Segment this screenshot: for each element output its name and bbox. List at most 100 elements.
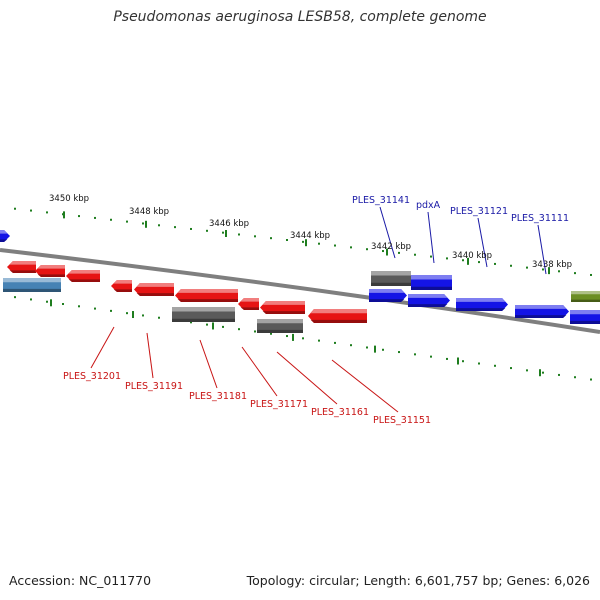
minor-tick [510,264,512,267]
accession-text: Accession: NC_011770 [9,573,152,588]
leader-line [146,332,154,379]
minor-tick [254,330,256,333]
gene-shadow [571,299,600,302]
minor-tick [382,348,384,351]
minor-tick [206,323,208,326]
gene-shadow [136,293,174,296]
scale-label-3444: 3444 kbp [290,231,330,241]
minor-tick [366,248,368,251]
gene-shadow [113,289,132,292]
gene-highlight [177,289,238,293]
scale-label-3446: 3446 kbp [209,219,249,229]
gene-highlight [240,298,259,302]
gene-label-ples-31181[interactable]: PLES_31181 [189,391,247,402]
minor-tick [158,316,160,319]
gene-feature [7,261,36,273]
minor-tick [30,209,32,212]
gene-label-ples-31111[interactable]: PLES_31111 [511,213,569,224]
gene-highlight [408,294,448,298]
scale-label-3438: 3438 kbp [532,260,572,270]
minor-tick [446,357,448,360]
minor-tick [110,309,112,312]
minor-tick [142,222,144,225]
minor-tick [126,312,128,315]
minor-tick [446,257,448,260]
gene-feature [408,294,450,307]
gene-highlight [3,278,61,283]
gene-shadow [37,274,65,277]
gene-label-ples-31201[interactable]: PLES_31201 [63,371,121,382]
minor-tick [30,298,32,301]
minor-tick [382,250,384,253]
gene-shadow [0,239,8,242]
minor-tick [414,253,416,256]
gene-highlight [411,275,452,280]
gene-shadow [371,282,411,286]
minor-tick [78,305,80,308]
gene-shadow [310,319,367,323]
gene-feature [0,230,10,242]
gene-feature [456,298,508,311]
gene-highlight [515,305,567,309]
minor-tick [462,360,464,363]
minor-tick [510,367,512,370]
minor-tick [414,353,416,356]
minor-tick [46,211,48,214]
leader-line [427,211,435,264]
gene-highlight [172,307,235,312]
gene-label-pdxa[interactable]: pdxA [416,200,441,211]
outer-tick-track [14,207,592,276]
gene-label-ples-31161[interactable]: PLES_31161 [311,407,369,418]
gene-shadow [570,320,600,324]
minor-tick [574,272,576,275]
gene-highlight [113,280,132,284]
minor-tick [574,376,576,379]
minor-tick [94,307,96,310]
gene-label-ples-31171[interactable]: PLES_31171 [250,399,308,410]
minor-tick [286,335,288,338]
minor-tick [542,268,544,271]
minor-tick [142,314,144,317]
gene-feature [411,275,452,290]
gene-shadow [515,315,567,318]
genome-title: Pseudomonas aeruginosa LESB58, complete … [113,9,487,25]
gene-highlight [136,283,174,287]
gene-highlight [0,230,8,234]
gene-highlight [456,298,506,302]
minor-tick [270,332,272,335]
gene-feature [35,265,65,277]
minor-tick [62,303,64,306]
minor-tick [302,240,304,243]
minor-tick [558,373,560,376]
gene-feature [308,309,367,323]
minor-tick [126,220,128,223]
scale-label-3448: 3448 kbp [129,207,169,217]
minor-tick [318,242,320,245]
gene-feature [172,307,235,322]
minor-tick [542,371,544,374]
gene-shadow [408,304,448,307]
minor-tick [526,369,528,372]
gene-feature [570,310,600,324]
minor-tick [94,216,96,219]
minor-tick [302,337,304,340]
gene-highlight [262,301,305,305]
gene-shadow [369,299,405,302]
minor-tick [14,296,16,299]
minor-tick [238,328,240,331]
gene-label-ples-31191[interactable]: PLES_31191 [125,381,183,392]
gene-highlight [9,261,36,265]
minor-tick [190,227,192,230]
gene-label-ples-31121[interactable]: PLES_31121 [450,206,508,217]
gene-features [0,230,600,333]
gene-shadow [177,299,238,302]
minor-tick [286,239,288,242]
minor-tick [350,246,352,249]
gene-feature [371,271,411,286]
gene-label-ples-31151[interactable]: PLES_31151 [373,415,431,426]
minor-tick [206,229,208,232]
gene-label-ples-31141[interactable]: PLES_31141 [352,195,410,206]
gene-highlight [68,270,100,274]
minor-tick [78,215,80,218]
